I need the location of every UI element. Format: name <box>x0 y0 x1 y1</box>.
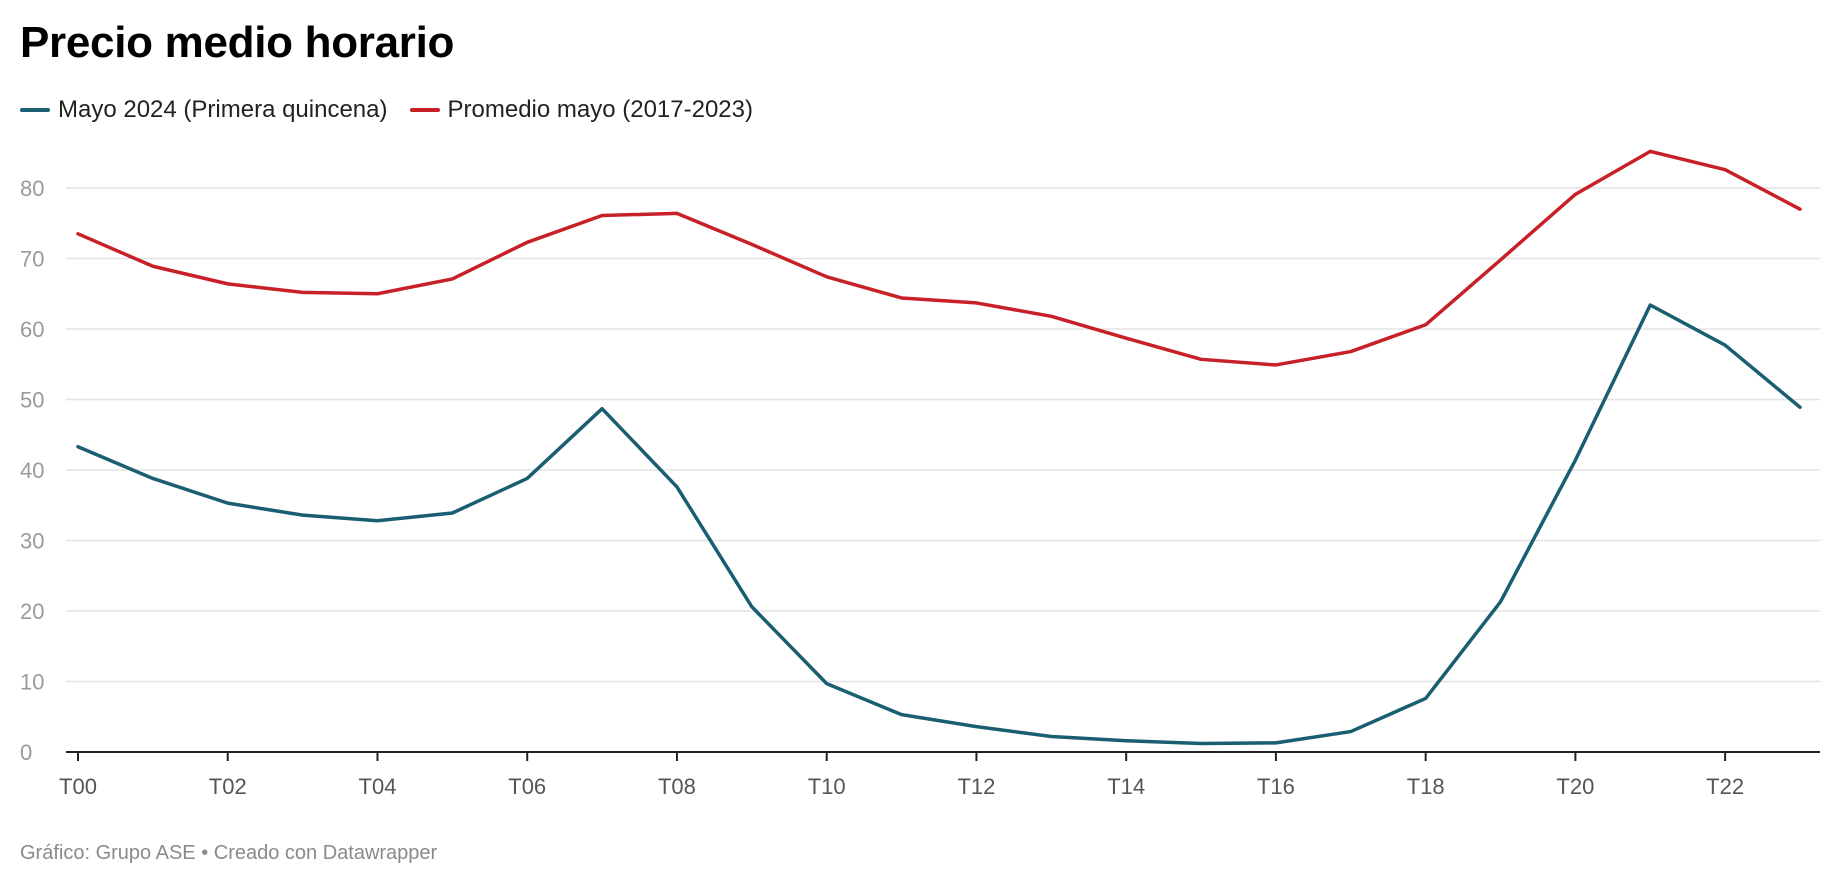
x-tick-label: T20 <box>1556 774 1594 799</box>
y-tick-label: 60 <box>20 317 44 342</box>
y-tick-label: 20 <box>20 599 44 624</box>
chart-title: Precio medio horario <box>20 18 455 67</box>
y-tick-label: 70 <box>20 247 44 272</box>
y-tick-label: 10 <box>20 670 44 695</box>
y-axis-labels: 0 10 20 30 40 50 60 70 80 <box>20 176 44 765</box>
x-axis: T00 T02 T04 T06 T08 T10 T12 T14 T16 T18 T20 T22 <box>59 751 1820 799</box>
x-tick-label: T06 <box>508 774 546 799</box>
legend-label-promedio-mayo: Promedio mayo (2017-2023) <box>447 96 754 123</box>
legend-item-promedio-mayo: Promedio mayo (2017-2023) <box>409 96 754 124</box>
x-tick-label: T16 <box>1257 774 1295 799</box>
chart-footer: Gráfico: Grupo ASE • Creado con Datawrap… <box>20 842 438 864</box>
legend-item-mayo-2024: Mayo 2024 (Primera quincena) <box>20 96 388 124</box>
legend: Mayo 2024 (Primera quincena) Promedio ma… <box>20 96 775 124</box>
y-tick-label: 30 <box>20 529 44 554</box>
x-tick-label: T18 <box>1407 774 1445 799</box>
x-tick-label: T10 <box>808 774 846 799</box>
legend-label-mayo-2024: Mayo 2024 (Primera quincena) <box>58 96 388 123</box>
y-tick-label: 50 <box>20 388 44 413</box>
legend-swatch-promedio-mayo <box>409 108 440 112</box>
y-tick-label: 40 <box>20 458 44 483</box>
series-layer <box>76 149 1802 746</box>
y-tick-label: 80 <box>20 176 44 201</box>
x-tick-label: T22 <box>1706 774 1744 799</box>
series-line-0 <box>76 303 1802 746</box>
x-tick-label: T04 <box>359 774 397 799</box>
x-tick-label: T00 <box>59 774 97 799</box>
y-tick-label: 0 <box>20 740 32 765</box>
x-tick-label: T14 <box>1107 774 1145 799</box>
x-tick-label: T02 <box>209 774 247 799</box>
legend-swatch-mayo-2024 <box>20 108 50 112</box>
x-tick-label: T12 <box>957 774 995 799</box>
series-line-1 <box>76 149 1802 367</box>
x-tick-label: T08 <box>658 774 696 799</box>
grid-layer <box>66 187 1820 683</box>
